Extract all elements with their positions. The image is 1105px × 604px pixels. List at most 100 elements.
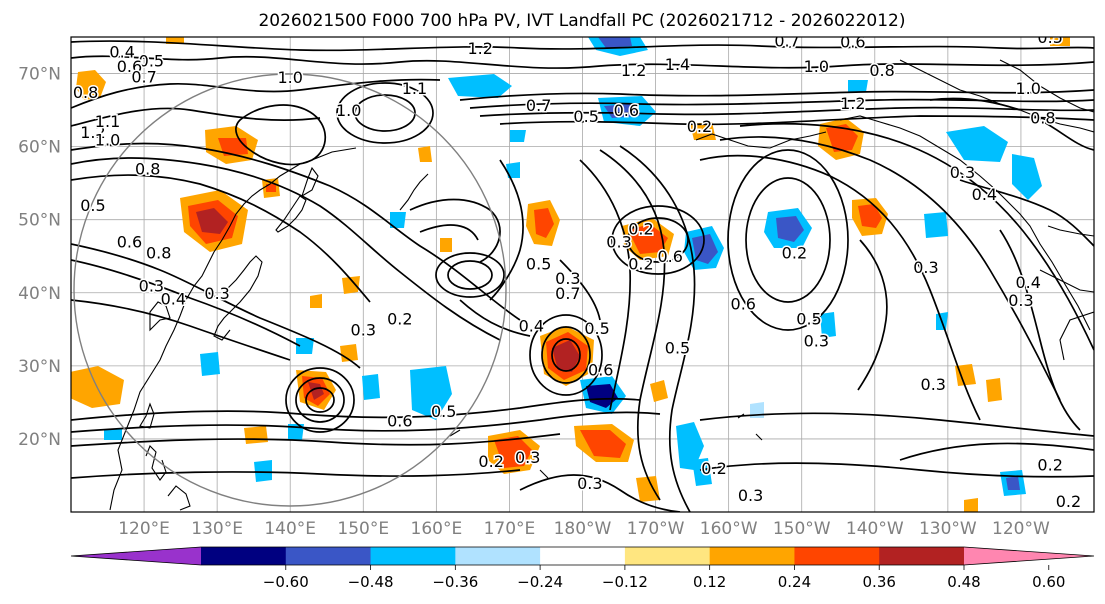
- axis-labels: 20°N 30°N 40°N 50°N 60°N 70°N 120°E 130°E 140°E 1…: [18, 65, 1050, 539]
- contour-label: 0.2: [387, 309, 412, 328]
- contour-label: 0.2: [701, 459, 726, 478]
- contour-label: 0.8: [1030, 108, 1055, 127]
- contour-label: 0.8: [869, 61, 894, 80]
- contour-label: 0.3: [738, 486, 763, 505]
- contour-label: 1.0: [1016, 79, 1041, 98]
- contour-label: 0.4: [1016, 273, 1041, 292]
- colorbar-tick-label: −0.12: [602, 573, 648, 591]
- lon-tick-label: 120°W: [992, 519, 1050, 539]
- contour-label: 1.0: [95, 130, 120, 149]
- colorbar-segment: [201, 547, 287, 565]
- contour-label: 0.8: [146, 244, 171, 263]
- contour-label: 0.6: [588, 361, 613, 380]
- lat-tick-label: 40°N: [18, 284, 61, 304]
- contour-label: 0.2: [782, 244, 807, 263]
- colorbar-tick-label: 0.12: [693, 573, 726, 591]
- colorbar-tick-label: 0.36: [863, 573, 896, 591]
- colorbar-extend-high: [964, 547, 1094, 565]
- contour-label: 0.3: [950, 163, 975, 182]
- lon-tick-label: 140°W: [846, 519, 904, 539]
- contour-label: 1.0: [804, 57, 829, 76]
- contour-label: 0.2: [1056, 492, 1081, 511]
- contour-label: 1.0: [277, 68, 302, 87]
- contour-label: 0.3: [204, 284, 229, 303]
- lon-tick-label: 160°E: [411, 519, 463, 539]
- colorbar-tick-label: 0.60: [1032, 573, 1065, 591]
- lon-tick-label: 130°W: [919, 519, 977, 539]
- contour-label: 0.5: [139, 51, 164, 70]
- colorbar-segment: [794, 547, 880, 565]
- lon-tick-label: 170°E: [484, 519, 536, 539]
- colorbar-outline: [70, 546, 1095, 566]
- contour-label: 1.2: [621, 61, 646, 80]
- map-frame: [70, 36, 1095, 513]
- colorbar-tick-label: −0.36: [432, 573, 478, 591]
- contour-label: 1.1: [95, 112, 120, 131]
- pv-negative-anomalies: [104, 37, 1042, 496]
- contour-label: 0.3: [351, 320, 376, 339]
- coastlines: [109, 59, 1094, 511]
- lon-tick-label: 180°W: [554, 519, 612, 539]
- figure-title: 2026021500 F000 700 hPa PV, IVT Landfall…: [258, 11, 905, 31]
- contour-label: 0.6: [840, 32, 865, 51]
- contour-label: 0.8: [73, 83, 98, 102]
- contour-label: 0.6: [117, 57, 142, 76]
- colorbar-tick-label: −0.48: [348, 573, 394, 591]
- contour-label: 0.5: [431, 402, 456, 421]
- lat-tick-label: 50°N: [18, 211, 61, 231]
- contour-label: 0.7: [526, 96, 551, 115]
- contour-label: 0.3: [139, 276, 164, 295]
- contour-label: 0.3: [555, 269, 580, 288]
- contour-label: 0.8: [135, 160, 160, 179]
- colorbar-tick-label: 0.48: [947, 573, 980, 591]
- colorbar-segment: [540, 547, 626, 565]
- contour-label: 0.5: [1037, 28, 1062, 47]
- contour-label: 1.2: [467, 39, 492, 58]
- contour-label: 0.2: [628, 219, 653, 238]
- contour-label: 0.6: [614, 101, 639, 120]
- contour-label: 0.3: [577, 474, 602, 493]
- contour-label: 0.3: [515, 448, 540, 467]
- lat-tick-label: 20°N: [18, 430, 61, 450]
- colorbar: −0.60 −0.48 −0.36 −0.24 −0.12 0.12 0.24 0.36 0.4…: [70, 546, 1095, 591]
- pv-positive-anomalies: [71, 37, 1070, 512]
- lat-tick-label: 70°N: [18, 65, 61, 85]
- colorbar-segment: [709, 547, 795, 565]
- contour-label: 0.6: [731, 295, 756, 314]
- lat-tick-label: 60°N: [18, 138, 61, 158]
- colorbar-segment: [370, 547, 456, 565]
- contour-label: 0.6: [117, 233, 142, 252]
- contour-label: 1.0: [336, 101, 361, 120]
- contour-label: 0.5: [526, 255, 551, 274]
- contour-label: 0.7: [774, 32, 799, 51]
- lon-tick-label: 130°E: [191, 519, 243, 539]
- contour-label: 0.3: [921, 375, 946, 394]
- contour-label: 0.5: [80, 196, 105, 215]
- lon-tick-label: 120°E: [118, 519, 170, 539]
- colorbar-segment: [879, 547, 965, 565]
- contour-label: 1.2: [80, 123, 105, 142]
- colorbar-segment: [285, 547, 372, 565]
- contour-label: 0.2: [628, 255, 653, 274]
- colorbar-extend-low: [71, 547, 201, 565]
- contour-label: 1.4: [665, 55, 690, 74]
- pv-contours: [71, 40, 1094, 512]
- pv-anomaly-field: 0.4 0.50.60.70.81.01.21.21.01.11.01.11.2 1…: [71, 28, 1094, 512]
- contour-label: 0.4: [109, 43, 134, 62]
- contour-label: 0.2: [1037, 456, 1062, 475]
- contour-label: 0.3: [804, 331, 829, 350]
- contour-label: 0.5: [665, 339, 690, 358]
- lon-tick-label: 150°W: [773, 519, 831, 539]
- lon-tick-label: 150°E: [337, 519, 389, 539]
- colorbar-tick-label: −0.24: [517, 573, 563, 591]
- colorbar-tick-label: 0.24: [778, 573, 811, 591]
- lat-tick-label: 30°N: [18, 357, 61, 377]
- contour-label: 1.1: [402, 79, 427, 98]
- contour-label: 0.3: [1008, 291, 1033, 310]
- contour-label: 0.2: [478, 452, 503, 471]
- contour-label: 0.5: [584, 319, 609, 338]
- contour-labels: 0.4 0.50.60.70.81.01.21.21.01.11.01.11.2 1…: [71, 28, 1082, 512]
- contour-label: 0.4: [972, 185, 997, 204]
- contour-label: 0.3: [913, 258, 938, 277]
